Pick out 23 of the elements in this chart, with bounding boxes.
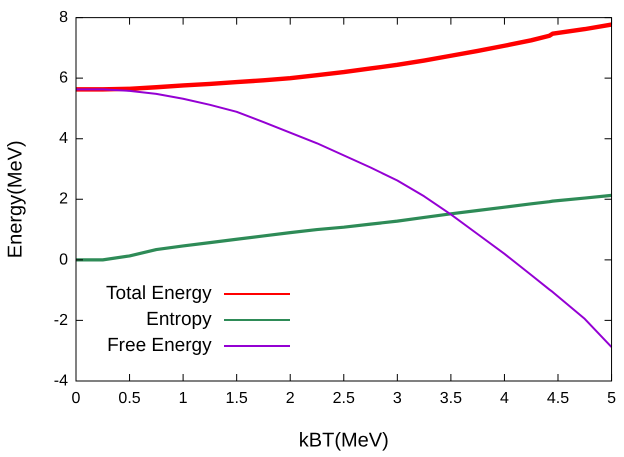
y-axis-title: Energy(MeV) <box>4 140 27 258</box>
x-tick-label: 2 <box>286 390 295 408</box>
legend-label: Free Energy <box>107 335 212 357</box>
x-tick-label: 1 <box>178 390 188 408</box>
x-tick-label: 0.5 <box>118 390 141 408</box>
x-axis-title: kBT(MeV) <box>298 430 389 452</box>
x-tick-label: 4 <box>500 390 509 408</box>
y-tick-label: -2 <box>54 312 68 329</box>
y-tick-label: 4 <box>59 130 68 148</box>
x-tick-label: 3.5 <box>440 390 462 408</box>
x-tick-label: 0 <box>72 390 81 408</box>
y-tick-label: 0 <box>59 251 68 268</box>
y-tick-label: -4 <box>54 372 68 390</box>
x-tick-label: 3 <box>392 390 402 408</box>
y-tick-label: 6 <box>59 70 68 87</box>
legend-label: Entropy <box>146 309 212 331</box>
y-tick-label: 8 <box>59 9 68 26</box>
x-tick-label: 4.5 <box>546 390 570 408</box>
x-tick-label: 1.5 <box>226 390 248 408</box>
x-tick-label: 2.5 <box>332 390 355 408</box>
x-tick-label: 5 <box>607 390 616 408</box>
y-tick-label: 2 <box>59 190 68 208</box>
legend-label: Total Energy <box>106 283 212 305</box>
